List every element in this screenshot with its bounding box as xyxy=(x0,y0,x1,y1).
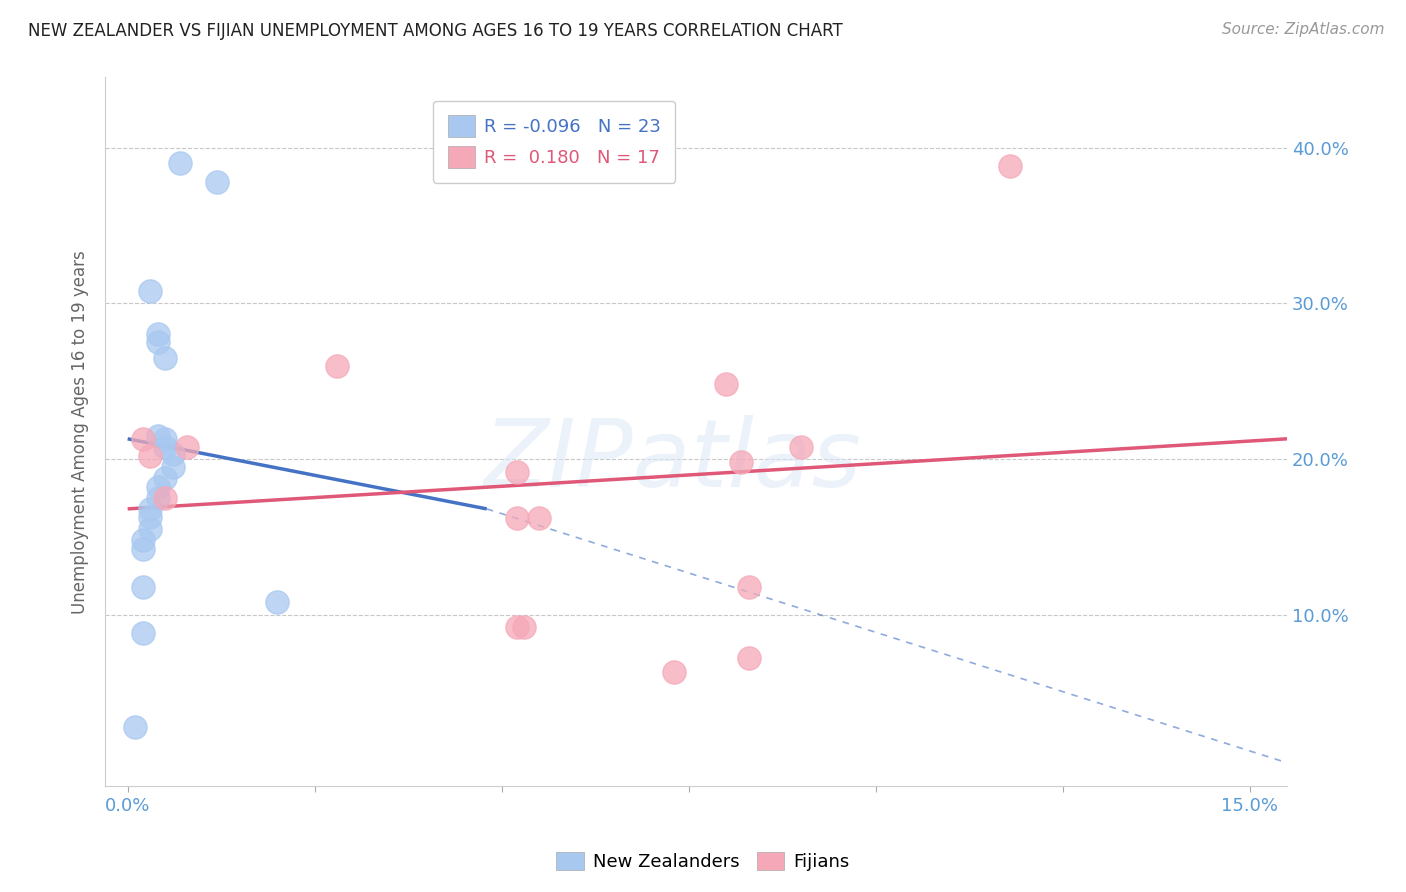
Point xyxy=(131,533,153,547)
Point xyxy=(139,449,162,463)
Legend: New Zealanders, Fijians: New Zealanders, Fijians xyxy=(550,845,856,879)
Y-axis label: Unemployment Among Ages 16 to 19 years: Unemployment Among Ages 16 to 19 years xyxy=(72,250,89,614)
Point xyxy=(266,595,288,609)
Point xyxy=(162,459,184,474)
Point xyxy=(131,626,153,640)
Point xyxy=(207,175,229,189)
Point xyxy=(131,580,153,594)
Point xyxy=(146,327,169,342)
Point xyxy=(153,440,176,454)
Point xyxy=(146,491,169,505)
Point xyxy=(139,522,162,536)
Point xyxy=(513,620,536,634)
Point xyxy=(505,465,527,479)
Point xyxy=(527,511,550,525)
Point xyxy=(146,428,169,442)
Point xyxy=(662,665,685,680)
Text: NEW ZEALANDER VS FIJIAN UNEMPLOYMENT AMONG AGES 16 TO 19 YEARS CORRELATION CHART: NEW ZEALANDER VS FIJIAN UNEMPLOYMENT AMO… xyxy=(28,22,842,40)
Point xyxy=(153,471,176,485)
Point xyxy=(153,491,176,505)
Point xyxy=(505,620,527,634)
Point xyxy=(737,580,759,594)
Point xyxy=(153,351,176,365)
Point xyxy=(1000,159,1022,173)
Text: ZIPatlas: ZIPatlas xyxy=(484,415,862,506)
Point xyxy=(162,447,184,461)
Point xyxy=(790,440,813,454)
Point xyxy=(146,480,169,494)
Point xyxy=(737,651,759,665)
Point xyxy=(153,432,176,446)
Point xyxy=(730,455,752,469)
Point xyxy=(326,359,349,373)
Point xyxy=(139,502,162,516)
Point xyxy=(131,432,153,446)
Text: Source: ZipAtlas.com: Source: ZipAtlas.com xyxy=(1222,22,1385,37)
Legend: R = -0.096   N = 23, R =  0.180   N = 17: R = -0.096 N = 23, R = 0.180 N = 17 xyxy=(433,101,675,183)
Point xyxy=(505,511,527,525)
Point xyxy=(714,377,737,392)
Point xyxy=(169,156,191,170)
Point xyxy=(139,284,162,298)
Point xyxy=(124,720,146,734)
Point xyxy=(176,440,198,454)
Point xyxy=(131,542,153,557)
Point xyxy=(139,509,162,524)
Point xyxy=(146,335,169,350)
